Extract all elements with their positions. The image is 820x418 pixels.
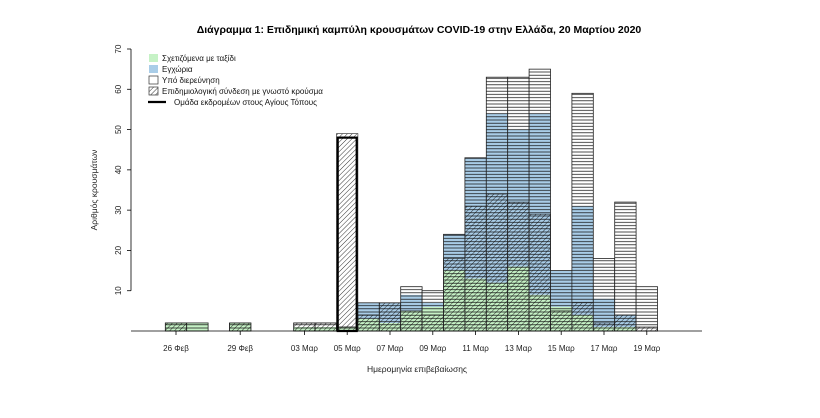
bar-epi-link-overlay (571, 302, 594, 332)
bar-epi-link-overlay (314, 322, 337, 332)
y-tick-label: 10 (114, 286, 123, 295)
bar-outline (592, 258, 616, 332)
x-tick-label: 29 Φεβ (227, 344, 253, 353)
x-tick-label: 15 Μαρ (548, 344, 575, 353)
y-tick-label: 40 (114, 165, 123, 174)
legend-swatch-domestic (149, 65, 158, 73)
x-tick-label: 13 Μαρ (505, 344, 532, 353)
y-tick-label: 30 (114, 205, 123, 214)
y-tick-label: 50 (114, 125, 123, 134)
bar-outline (614, 201, 637, 332)
bar-epi-link-overlay (528, 213, 551, 332)
x-tick-label: 09 Μαρ (419, 344, 446, 353)
bar-outline (186, 322, 209, 332)
x-axis: 26 Φεβ 29 Φεβ 03 Μαρ 05 Μαρ 07 Μαρ 09 Μαρ 11 Μ… (131, 330, 702, 353)
y-axis: 10 20 30 40 50 60 70 (114, 44, 132, 295)
bar-epi-link-overlay (507, 201, 530, 332)
bar-epi-link-overlay (400, 310, 423, 332)
x-tick-label: 11 Μαρ (462, 344, 489, 353)
bar-epi-link-overlay (229, 322, 252, 332)
x-tick-label: 07 Μαρ (377, 344, 404, 353)
y-tick-label: 60 (114, 84, 123, 93)
bar-epi-link-overlay (421, 314, 444, 332)
legend-swatch-under-investigation (148, 75, 159, 85)
chart-title: Διάγραμμα 1: Επιδημική καμπύλη κρουσμάτω… (197, 24, 642, 36)
x-tick-label: 26 Φεβ (163, 344, 189, 353)
y-tick-label: 20 (114, 245, 123, 254)
bar-epi-link-overlay (550, 310, 573, 332)
bar-epi-link-overlay (165, 322, 188, 332)
bar-epi-link-overlay (378, 302, 401, 332)
legend-swatch-travel (149, 54, 158, 62)
bar-outline (571, 92, 594, 332)
bar-epi-link-overlay (485, 193, 508, 332)
legend-label-under-investigation: Υπό διερεύνηση (162, 76, 220, 85)
x-tick-label: 17 Μαρ (591, 344, 618, 353)
bar-epi-link-overlay (614, 314, 637, 332)
legend-label-travel: Σχετιζόμενα με ταξίδι (162, 54, 236, 63)
legend-swatch-epi-link (148, 86, 159, 96)
bar-epi-link-overlay (635, 326, 658, 332)
bar-outline (635, 286, 658, 332)
legend: Σχετιζόμενα με ταξίδι Εγχώρια Υπό διερεύ… (148, 54, 323, 107)
bar-group (164, 68, 658, 333)
x-tick-label: 03 Μαρ (291, 344, 318, 353)
bar-epi-link-overlay (592, 322, 615, 332)
bar-epi-link-overlay (464, 205, 487, 332)
x-tick-label: 05 Μαρ (334, 344, 361, 353)
y-tick-label: 70 (114, 44, 123, 53)
y-axis-title: Αριθμός κρουσμάτων (89, 150, 99, 231)
bar-epi-link-overlay (443, 258, 466, 332)
x-axis-title: Ημερομηνία επιβεβαίωσης (367, 364, 467, 374)
legend-label-epi-link: Επιδημιολογική σύνδεση με γνωστό κρούσμα (162, 87, 323, 96)
x-tick-label: 19 Μαρ (633, 344, 660, 353)
bar-epi-link-overlay (336, 133, 359, 332)
legend-label-cluster: Ομάδα εκδρομέων στους Αγίους Τόπους (174, 98, 317, 107)
bar-epi-link-overlay (293, 322, 316, 332)
bar-epi-link-overlay (357, 314, 380, 332)
legend-label-domestic: Εγχώρια (162, 65, 193, 74)
